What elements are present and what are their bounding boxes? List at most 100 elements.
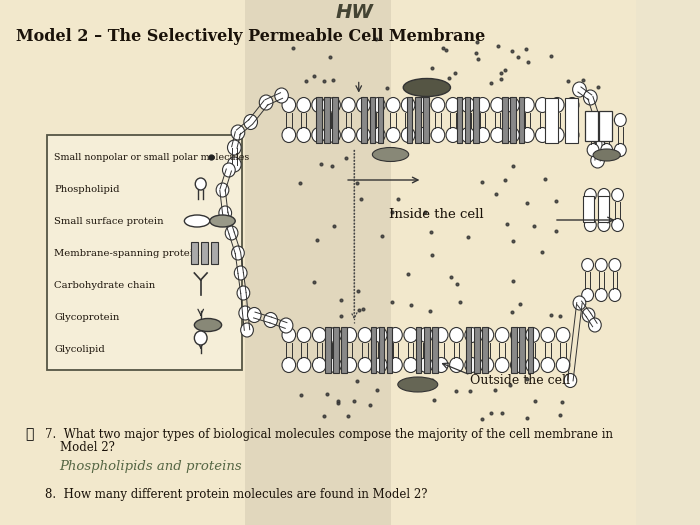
Circle shape [343,358,356,373]
Circle shape [526,328,540,342]
Circle shape [609,289,621,301]
Bar [510,97,516,142]
Circle shape [279,318,293,333]
Circle shape [386,128,400,142]
Bar [465,97,470,142]
Circle shape [228,140,241,155]
Bar [245,0,391,525]
Circle shape [615,113,626,127]
Circle shape [615,143,626,156]
Circle shape [237,286,250,300]
Bar [211,242,218,264]
Bar [416,327,421,373]
Text: Phospholipids and proteins: Phospholipids and proteins [59,460,241,473]
Bar [387,327,392,373]
Bar [370,97,375,142]
Circle shape [465,358,479,373]
Circle shape [510,328,524,342]
Circle shape [431,98,444,112]
Bar [528,327,533,373]
Bar [201,242,208,264]
Bar [407,97,412,142]
Circle shape [556,328,570,342]
Text: Membrane-spanning protein: Membrane-spanning protein [55,248,200,257]
Circle shape [195,331,207,345]
Text: Glycolipid: Glycolipid [55,344,105,353]
Circle shape [612,188,624,202]
Circle shape [386,98,400,112]
Circle shape [244,114,258,130]
Circle shape [480,328,494,342]
Circle shape [536,128,550,142]
Text: 8.  How many different protein molecules are found in Model 2?: 8. How many different protein molecules … [46,488,428,501]
Bar [433,327,438,373]
Circle shape [312,358,326,373]
Circle shape [231,125,245,140]
Circle shape [573,82,587,97]
Circle shape [401,128,415,142]
Circle shape [248,308,261,322]
Ellipse shape [184,215,210,227]
Circle shape [550,128,564,142]
Circle shape [195,178,206,190]
Circle shape [510,358,524,373]
Circle shape [232,246,244,260]
Circle shape [465,328,479,342]
Circle shape [601,113,612,127]
Circle shape [584,218,596,232]
Ellipse shape [195,319,222,331]
Bar [316,97,321,142]
Circle shape [297,98,311,112]
Circle shape [416,128,430,142]
Ellipse shape [403,79,451,97]
Bar [473,97,479,142]
Circle shape [312,98,326,112]
Circle shape [536,98,550,112]
Circle shape [297,128,311,142]
Circle shape [595,258,607,271]
Circle shape [449,328,463,342]
Circle shape [598,218,610,232]
Circle shape [521,98,534,112]
Circle shape [259,95,273,110]
Text: Carbohydrate chain: Carbohydrate chain [55,280,155,289]
Circle shape [327,98,340,112]
Circle shape [239,306,251,320]
Circle shape [282,328,295,342]
Circle shape [566,98,579,112]
Circle shape [591,153,604,168]
Circle shape [582,258,594,271]
Circle shape [401,98,415,112]
Bar [379,327,384,373]
Circle shape [476,98,489,112]
Circle shape [389,358,402,373]
Circle shape [328,328,342,342]
Circle shape [446,128,460,142]
Circle shape [404,358,417,373]
Circle shape [566,128,579,142]
Circle shape [312,128,326,142]
Circle shape [342,98,356,112]
Text: HW: HW [336,3,374,22]
Bar [370,327,376,373]
Circle shape [480,358,494,373]
Bar [378,97,384,142]
Circle shape [598,188,610,202]
Circle shape [282,128,295,142]
Circle shape [372,128,385,142]
Circle shape [373,358,387,373]
Text: Outside the cell: Outside the cell [470,373,570,386]
Circle shape [612,218,624,232]
Circle shape [298,328,311,342]
Circle shape [461,98,475,112]
Bar [324,97,330,142]
Text: Model 2 – The Selectively Permeable Cell Membrane: Model 2 – The Selectively Permeable Cell… [16,28,486,45]
Circle shape [521,128,534,142]
Circle shape [298,358,311,373]
Circle shape [564,373,577,387]
Text: Inside the cell: Inside the cell [389,208,483,222]
Circle shape [435,358,448,373]
Circle shape [372,98,385,112]
Bar [190,242,198,264]
Text: Phospholipid: Phospholipid [55,184,120,194]
